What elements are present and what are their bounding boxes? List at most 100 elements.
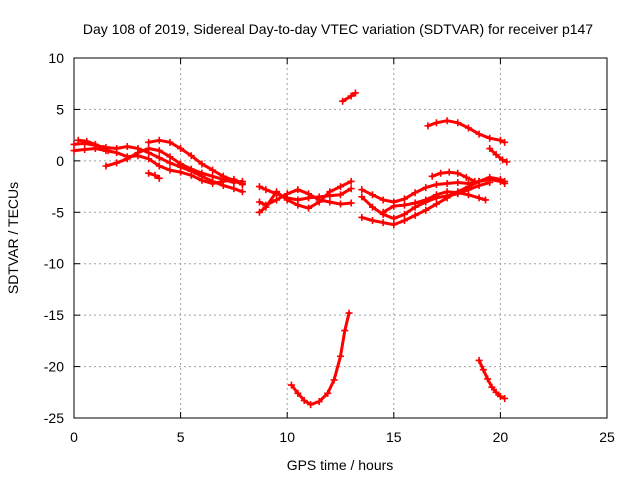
series-trace-r (486, 145, 511, 166)
data-point (230, 176, 238, 184)
data-point (177, 160, 185, 168)
data-point (454, 178, 462, 186)
data-point (305, 190, 313, 198)
data-point (496, 175, 504, 183)
chart-title: Day 108 of 2019, Sidereal Day-to-day VTE… (83, 21, 593, 37)
y-tick-label: -25 (44, 410, 64, 426)
data-point (347, 185, 355, 193)
data-point (488, 383, 496, 391)
data-point (492, 388, 500, 396)
y-tick-label: -5 (52, 204, 65, 220)
data-point (113, 149, 121, 157)
data-point (294, 389, 302, 397)
data-point (390, 202, 398, 210)
data-point (454, 189, 462, 197)
data-point (337, 352, 344, 360)
series-trace-k (287, 309, 353, 409)
data-point (443, 194, 451, 202)
data-point (198, 169, 206, 177)
data-point (358, 193, 366, 201)
data-point (341, 327, 349, 335)
series-trace-c (74, 136, 112, 155)
data-point (347, 199, 355, 207)
data-point (501, 138, 509, 146)
data-point (368, 217, 376, 225)
data-point (324, 389, 332, 397)
data-point (481, 196, 489, 204)
series-trace-f (145, 169, 163, 182)
data-point (187, 171, 195, 179)
data-point (198, 160, 206, 168)
series-line (147, 138, 244, 186)
series-trace-o (379, 188, 489, 216)
data-point (155, 154, 163, 162)
data-point (83, 137, 91, 145)
data-point (345, 309, 353, 317)
data-point (339, 97, 347, 105)
data-point (155, 162, 163, 170)
data-point (330, 376, 338, 384)
data-point (411, 199, 419, 207)
data-point (145, 145, 153, 153)
data-point (443, 179, 451, 187)
data-point (315, 198, 323, 206)
data-point (501, 177, 509, 185)
data-point (134, 149, 142, 157)
data-point (443, 117, 451, 125)
data-point (151, 171, 159, 179)
data-point (230, 185, 238, 193)
data-point (166, 159, 174, 167)
data-point (209, 166, 217, 174)
data-point (496, 136, 504, 144)
data-point (238, 188, 246, 196)
data-point (358, 213, 366, 221)
data-point (294, 186, 302, 194)
data-point (113, 159, 121, 167)
data-point (503, 158, 511, 166)
data-point (166, 153, 174, 161)
data-point (475, 130, 483, 138)
data-point (390, 214, 398, 222)
data-point (486, 173, 494, 181)
data-point (432, 181, 440, 189)
data-point (411, 211, 419, 219)
data-point (91, 140, 99, 148)
data-point (326, 198, 334, 206)
y-tick-label: 10 (48, 50, 64, 66)
data-point (464, 183, 472, 191)
data-point (454, 119, 462, 127)
data-point (337, 191, 344, 199)
data-point (198, 176, 206, 184)
data-point (155, 136, 163, 144)
data-point (287, 381, 295, 389)
data-point (187, 152, 195, 160)
data-point (326, 188, 334, 196)
data-point (123, 155, 131, 163)
data-point (437, 169, 445, 177)
data-point (411, 189, 419, 197)
data-point (155, 147, 163, 155)
data-point (74, 136, 82, 144)
data-point (358, 186, 366, 194)
y-tick-label: -10 (44, 256, 64, 272)
data-point (422, 184, 430, 192)
x-tick-label: 20 (493, 429, 509, 445)
data-point (368, 203, 376, 211)
series-line (488, 147, 509, 164)
series-trace-j (339, 89, 359, 105)
data-point (432, 191, 440, 199)
series-line (290, 311, 351, 407)
data-point (484, 375, 492, 383)
data-point (422, 206, 430, 214)
data-point (432, 200, 440, 208)
grid (74, 58, 607, 418)
data-point (155, 174, 163, 182)
data-point (255, 208, 263, 216)
data-point (351, 89, 359, 97)
x-tick-label: 5 (177, 429, 185, 445)
data-point (445, 168, 453, 176)
data-point (390, 221, 398, 229)
data-point (337, 200, 344, 208)
data-point (70, 147, 78, 155)
series-line (258, 188, 353, 207)
